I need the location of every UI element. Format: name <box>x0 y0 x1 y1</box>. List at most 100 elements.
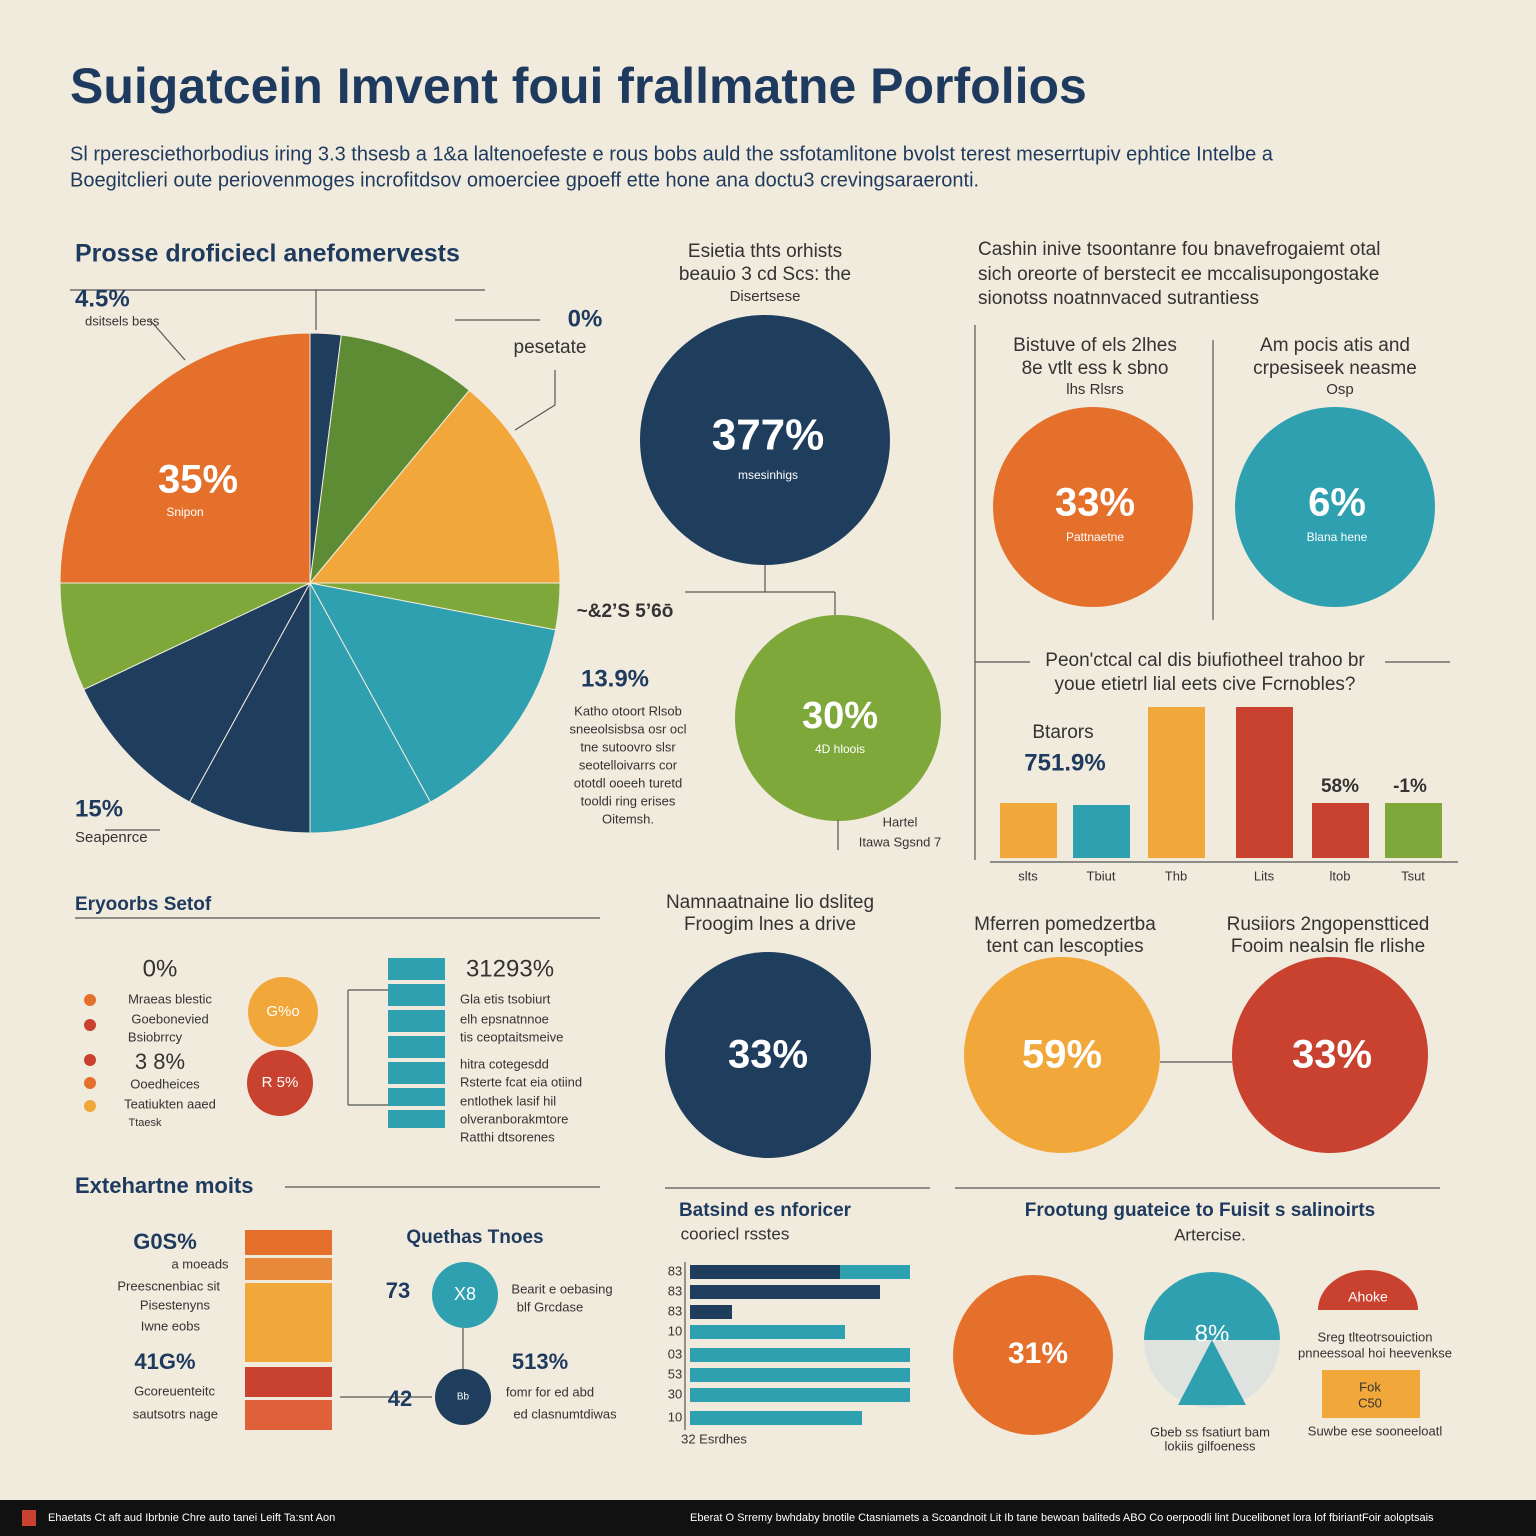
circle <box>640 315 890 565</box>
note: Oitemsh. <box>602 811 654 826</box>
note: seotelloivarrs cor <box>579 757 678 772</box>
circle <box>964 957 1160 1153</box>
block <box>245 1400 332 1430</box>
circle <box>435 1369 491 1425</box>
x-tick-label: ltob <box>1330 868 1351 883</box>
circle-value: 33% <box>1055 481 1135 525</box>
bar <box>1236 707 1293 858</box>
note: 32 Esrdhes <box>681 1431 747 1446</box>
circle <box>1235 407 1435 607</box>
bar-segment <box>690 1368 910 1382</box>
block <box>245 1258 332 1280</box>
footer-bar <box>0 1500 1536 1536</box>
bar <box>1073 805 1130 858</box>
section-title: Eryoorbs Setof <box>75 894 212 915</box>
circle-value: 33% <box>1292 1033 1372 1077</box>
list-item: 0% <box>143 955 178 982</box>
heading: Namnaatnaine lio dsliteg <box>666 892 874 913</box>
list-item: Goebonevied <box>131 1011 208 1026</box>
note: tooldi ring erises <box>581 793 676 808</box>
row-label: 83 <box>668 1263 682 1278</box>
block <box>388 1010 445 1032</box>
circle <box>1232 957 1428 1153</box>
x-tick-label: Tbiut <box>1087 868 1116 883</box>
note: ed clasnumtdiwas <box>513 1406 617 1421</box>
note: Sreg tlteotrsouiction <box>1318 1329 1433 1344</box>
section-subtitle: cooriecl rsstes <box>681 1224 790 1243</box>
heading: sich oreorte of berstecit ee mccalisupon… <box>978 264 1379 285</box>
bullets <box>84 994 96 1112</box>
row-label: 53 <box>668 1366 682 1381</box>
heading: Am pocis atis and <box>1260 335 1410 356</box>
block <box>388 984 445 1006</box>
circle-value: 31% <box>1008 1337 1068 1370</box>
block <box>388 1036 445 1058</box>
heading: Peon'ctcal cal dis biufiotheel trahoo br <box>1045 650 1365 671</box>
circle-caption: Pattnaetne <box>1066 530 1124 544</box>
heading: Disertsese <box>730 288 801 305</box>
pie-label: 0% <box>568 305 603 332</box>
note: Pisestenyns <box>140 1297 211 1312</box>
pie-slice <box>309 582 557 803</box>
section-title: Batsind es nforicer <box>679 1200 852 1221</box>
pie-label: 4.5% <box>75 285 130 312</box>
figure: 513% <box>512 1349 568 1374</box>
dome-label: Ahoke <box>1348 1289 1388 1305</box>
pie-label: Seapenrce <box>75 829 148 846</box>
pie-chart <box>59 332 561 834</box>
sub-title: Quethas Tnoes <box>406 1227 543 1248</box>
bar-label: -1% <box>1393 776 1427 797</box>
pie-slice <box>83 581 312 803</box>
heading: youe etietrl lial eets cive Fcrnobles? <box>1055 674 1356 695</box>
heading: lhs Rlsrs <box>1066 381 1124 398</box>
pie-label: pesetate <box>514 337 587 358</box>
circle-value: 30% <box>802 695 878 737</box>
pie-slice <box>309 582 432 834</box>
row-label: 83 <box>668 1283 682 1298</box>
heading: sionotss noatnnvaced sutrantiess <box>978 288 1259 309</box>
note: Gla etis tsobiurt <box>460 991 551 1006</box>
list-item: Bsiobrrcy <box>128 1029 183 1044</box>
note: hitra cotegesdd <box>460 1056 549 1071</box>
circle-value: 377% <box>712 411 825 460</box>
pie-slice <box>188 582 311 834</box>
row-label: 30 <box>668 1386 682 1401</box>
block <box>245 1283 332 1362</box>
bar <box>1312 803 1369 858</box>
circle-caption: Blana hene <box>1307 530 1368 544</box>
note: olveranborakmtore <box>460 1111 568 1126</box>
note: tne sutoovro slsr <box>580 739 676 754</box>
circle <box>247 1050 313 1116</box>
note: Gcoreuenteitc <box>134 1383 215 1398</box>
bar-label: 58% <box>1321 776 1359 797</box>
bar-label: 751.9% <box>1024 749 1105 776</box>
figure: 31293% <box>466 955 554 982</box>
list-item: 3 8% <box>135 1049 185 1074</box>
note: Preescnenbiac sit <box>117 1278 220 1293</box>
heading: crpesiseek neasme <box>1253 358 1417 379</box>
circle <box>993 407 1193 607</box>
bar <box>1385 803 1442 858</box>
x-tick-label: Thb <box>1165 868 1187 883</box>
section-title: Frootung guateice to Fuisit s salinoirts <box>1025 1200 1375 1221</box>
bar-segment <box>690 1305 732 1319</box>
heading: Esietia thts orhists <box>688 241 842 262</box>
heading: Osp <box>1326 381 1354 398</box>
note: elh epsnatnnoe <box>460 1011 549 1026</box>
footer-icon <box>22 1510 36 1526</box>
title: Suigatcein Imvent foui frallmatne Porfol… <box>70 58 1087 114</box>
circle-label: Bb <box>457 1392 470 1403</box>
block-stack <box>388 958 445 1128</box>
wedge <box>1178 1340 1246 1405</box>
footer-text: Eberat O Srremy bwhdaby bnotile Ctasniam… <box>690 1512 1434 1524</box>
leader <box>514 404 556 431</box>
heading: Bistuve of els 2lhes <box>1013 335 1177 356</box>
block <box>388 1088 445 1106</box>
heading: Mferren pomedzertba <box>974 914 1156 935</box>
figure: 41G% <box>134 1349 195 1374</box>
heading: 8e vtlt ess k sbno <box>1022 358 1169 379</box>
note: pnneessoal hoi heevenkse <box>1298 1345 1452 1360</box>
circle-label: G%o <box>266 1003 299 1020</box>
bullet <box>84 1019 96 1031</box>
